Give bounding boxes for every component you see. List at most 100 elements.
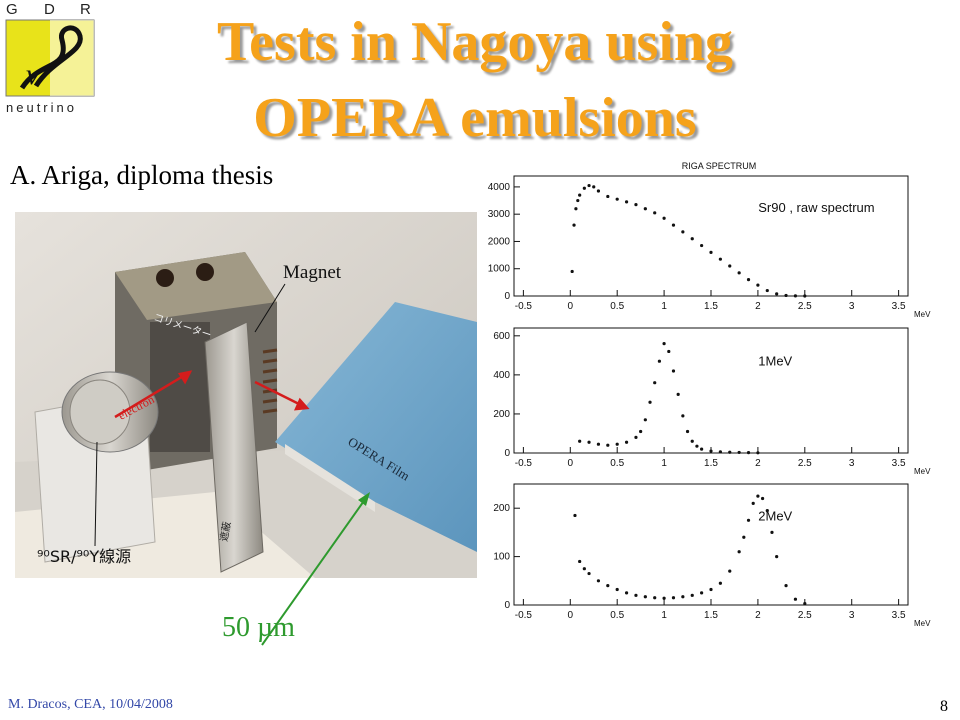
data-point-2-23: [756, 494, 760, 498]
x-tick-label-1-0: -0.5: [515, 458, 533, 469]
data-point-0-7: [592, 185, 596, 189]
x-tick-label-1-5: 2: [755, 458, 761, 469]
y-tick-label-0-0: 0: [504, 291, 510, 302]
data-point-1-18: [690, 439, 694, 443]
magnet-label: Magnet: [283, 262, 342, 283]
logo-letter-r: R: [80, 1, 91, 18]
chart-2mev-spectrum: -0.5 0 0.5 1 1.5 2 2.5 3 3.5 0 100 200 MeV 2MeV: [493, 483, 931, 628]
data-point-0-4: [578, 193, 582, 197]
data-point-2-24: [760, 496, 765, 501]
data-point-1-8: [643, 418, 647, 422]
data-point-1-9: [648, 400, 652, 404]
data-point-0-30: [803, 294, 807, 298]
slide-subtitle: A. Ariga, diploma thesis: [10, 160, 274, 190]
y-tick-label-0-1: 1000: [488, 264, 511, 275]
data-point-1-1: [587, 440, 591, 444]
x-tick-label-0-6: 2.5: [798, 301, 812, 312]
data-point-0-22: [728, 264, 732, 268]
logo-letter-d: D: [44, 1, 55, 18]
data-point-1-22: [718, 450, 722, 454]
magnet-coil: [262, 348, 278, 414]
data-point-1-19: [695, 444, 699, 448]
y-tick-label-1-2: 400: [493, 370, 510, 381]
x-tick-label-2-8: 3.5: [892, 610, 906, 621]
y-tick-label-0-4: 4000: [488, 182, 511, 193]
data-point-2-20: [742, 535, 746, 539]
data-point-1-16: [681, 414, 685, 418]
opera-film: [275, 302, 477, 552]
x-axis-label-1: MeV: [914, 467, 931, 476]
electron-path: [114, 370, 310, 419]
data-point-2-19: [737, 550, 741, 554]
data-point-2-16: [709, 587, 713, 592]
x-tick-label-1-7: 3: [849, 458, 855, 469]
data-point-2-28: [784, 584, 788, 588]
logo-swirl-icon: [19, 25, 83, 90]
y-tick-label-1-0: 0: [504, 448, 510, 459]
data-point-1-4: [615, 442, 619, 446]
x-tick-label-1-4: 1.5: [704, 458, 718, 469]
data-point-0-18: [690, 237, 694, 241]
data-point-0-28: [784, 293, 788, 298]
data-point-2-27: [775, 555, 779, 559]
data-point-2-7: [624, 591, 629, 595]
data-point-1-14: [671, 369, 676, 373]
page-number: 8: [940, 698, 948, 715]
x-tick-label-0-0: -0.5: [515, 301, 533, 312]
data-point-1-5: [624, 440, 629, 444]
data-point-0-11: [624, 200, 629, 204]
chart-sr90-raw-spectrum: -0.5 0 0.5 1 1.5 2 2.5 3 3.5 0 1000 2000 3000 4000 MeV…: [488, 175, 931, 319]
apparatus-photo: Magnet コリメーター electron OPERA Film ⁹⁰SR/⁹…: [15, 212, 477, 578]
data-point-2-4: [596, 579, 601, 583]
chart-annotation-1: 1MeV: [758, 354, 792, 369]
data-point-1-26: [756, 451, 760, 455]
data-point-2-18: [728, 569, 732, 573]
x-tick-label-0-1: 0: [568, 301, 574, 312]
data-point-0-1: [572, 223, 576, 227]
data-point-0-0: [570, 269, 574, 274]
gdr-neutrino-logo: G D R ν neutrino: [5, 1, 95, 115]
x-tick-label-2-4: 1.5: [704, 610, 718, 621]
data-point-1-12: [662, 342, 666, 346]
data-point-2-30: [803, 601, 807, 606]
data-point-2-0: [573, 513, 577, 518]
data-point-1-6: [634, 435, 638, 439]
data-point-0-14: [653, 211, 657, 215]
data-point-2-26: [770, 530, 774, 534]
data-point-2-29: [793, 597, 798, 601]
chart-1mev-spectrum: -0.5 0 0.5 1 1.5 2 2.5 3 3.5 0 200 400 600 MeV 1MeV: [493, 327, 931, 476]
x-tick-label-2-7: 3: [849, 610, 855, 621]
x-tick-label-2-0: -0.5: [515, 610, 533, 621]
data-point-0-25: [756, 283, 760, 287]
data-point-0-17: [681, 230, 685, 234]
data-point-2-15: [700, 591, 704, 595]
data-point-0-23: [737, 271, 741, 275]
x-tick-label-2-3: 1: [661, 610, 667, 621]
data-point-0-20: [709, 250, 713, 254]
data-point-2-12: [671, 596, 676, 600]
slide-title-line-2: OPERA emulsions: [253, 87, 697, 149]
x-axis-label-2: MeV: [914, 619, 931, 628]
data-point-1-0: [578, 439, 582, 443]
data-point-1-10: [653, 381, 657, 385]
data-point-2-22: [751, 501, 755, 505]
x-tick-label-1-6: 2.5: [798, 458, 812, 469]
data-point-0-2: [574, 207, 578, 211]
x-tick-label-0-7: 3: [849, 301, 855, 312]
data-point-1-24: [737, 450, 741, 455]
x-tick-label-0-8: 3.5: [892, 301, 906, 312]
data-point-0-5: [582, 186, 586, 190]
x-tick-label-2-5: 2: [755, 610, 761, 621]
chart-frame-0: [513, 175, 909, 297]
data-point-0-21: [718, 257, 722, 261]
y-tick-label-2-2: 200: [493, 503, 510, 514]
data-point-2-2: [582, 567, 586, 571]
x-tick-label-1-3: 1: [661, 458, 667, 469]
data-point-2-25: [765, 509, 769, 513]
y-tick-label-2-1: 100: [493, 552, 510, 563]
shield-label: 遮蔽: [217, 521, 233, 543]
data-point-1-3: [606, 443, 610, 447]
scale-label: 50 µm: [222, 612, 295, 643]
data-point-0-16: [671, 223, 676, 227]
data-point-2-21: [746, 518, 751, 522]
